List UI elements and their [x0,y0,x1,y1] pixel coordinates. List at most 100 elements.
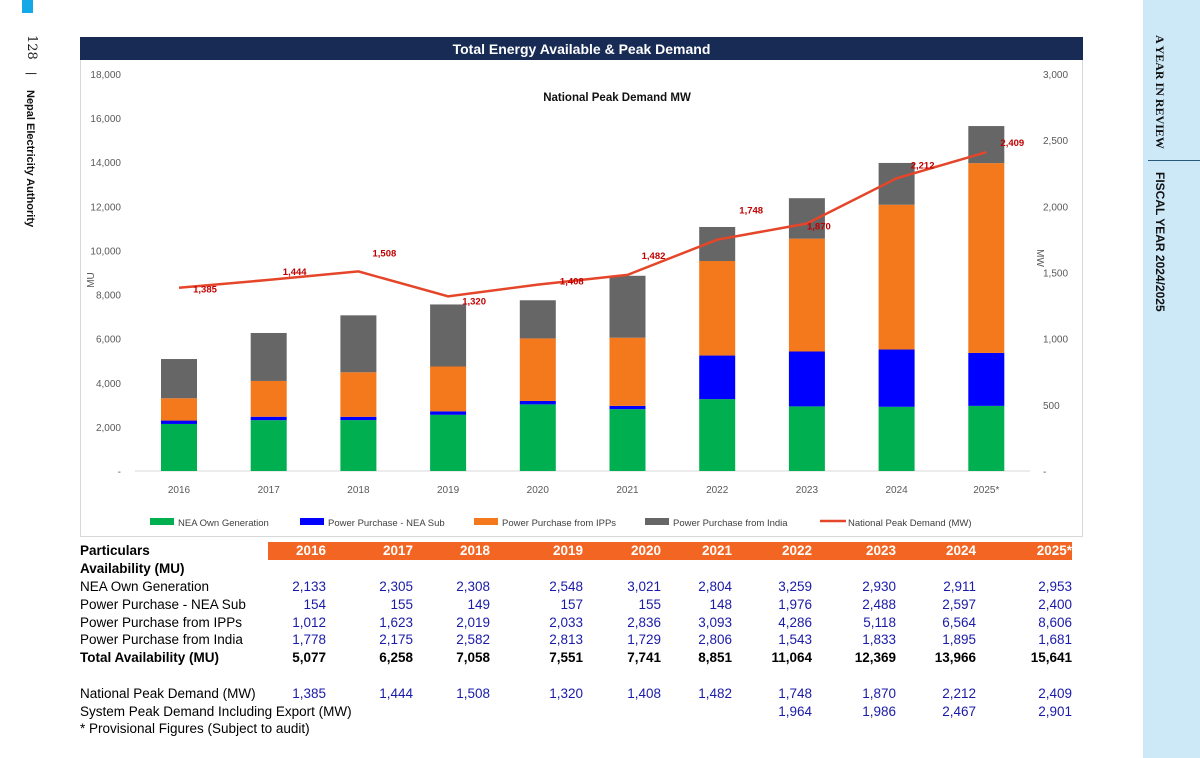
sidebar-fiscal-year: FISCAL YEAR 2024/2025 [1153,172,1167,312]
table-cell: 2,305 [379,578,413,594]
table-cell: 2,308 [456,578,490,594]
row-label: Power Purchase from IPPs [80,614,243,630]
table-cell: 3,259 [778,578,812,594]
table-cell: 8,606 [1038,614,1072,630]
table-cell: 155 [638,596,661,612]
table-cell: 1,320 [549,685,583,701]
x-tick-label: 2021 [616,485,639,496]
table-row: Power Purchase from India 1,778 2,175 2,582… [80,631,1072,649]
table-cell: 2020 [583,542,661,560]
y-tick-label: 10,000 [90,246,121,257]
row-label: Particulars [80,542,268,560]
spacer-row [80,667,1072,685]
table-cell: 148 [709,596,732,612]
bar-segment [161,423,197,471]
table-cell: 1,964 [778,703,812,719]
x-tick-label: 2024 [885,485,908,496]
y2-tick-label: 1,000 [1043,335,1068,346]
bar-segment [340,372,377,417]
table-row: Availability (MU) [80,560,1072,578]
table-cell: 2,488 [862,596,896,612]
bar-segment [609,275,646,338]
y2-tick-label: - [1043,467,1046,478]
line-data-label: 1,408 [560,277,584,288]
line-data-label: 2,212 [911,160,935,171]
table-cell: 13,966 [934,650,976,666]
table-cell: 2021 [661,542,732,560]
bar-segment [250,380,287,417]
row-label: Total Availability (MU) [80,650,220,666]
line-data-label: 1,444 [283,267,307,278]
table-cell: 2,548 [549,578,583,594]
table-cell: 1,543 [778,632,812,648]
organization-name: Nepal Electricity Authority [24,90,36,228]
table-cell: 2,911 [943,578,976,594]
y-tick-label: 16,000 [90,114,121,125]
energy-table: Particulars 2016 2017 2018 2019 2020 2021 2022 2… [80,542,1072,738]
table-cell: 8,851 [698,650,732,666]
table-cell: 1,408 [627,685,661,701]
table-cell: 1,748 [778,685,812,701]
bar-segment [519,400,556,405]
table-cell: 2,582 [456,632,490,648]
table-cell: 1,623 [379,614,413,630]
sidebar-divider [1148,160,1200,161]
table-cell: 2017 [326,542,413,560]
table-cell: 2,133 [292,578,326,594]
table-cell: 3,021 [627,578,661,594]
bar-segment [968,126,1005,164]
x-tick-label: 2025* [973,485,999,496]
y-tick-label: 14,000 [90,158,121,169]
right-sidebar [1143,0,1200,758]
row-label: Power Purchase - NEA Sub [80,596,246,612]
bar-segment [250,420,287,471]
table-cell: 1,482 [698,685,732,701]
y-tick-label: 8,000 [96,291,121,302]
bar-segment [609,405,646,410]
table-cell: 2,409 [1038,685,1072,701]
bar-segment [161,359,197,399]
line-data-label: 1,482 [642,251,666,262]
table-cell: 2,019 [456,614,490,630]
bar-segment [250,416,287,421]
table-cell: 2023 [812,542,896,560]
bar-segment [340,416,377,421]
y-axis-title: MU [86,272,97,288]
y-tick-label: - [118,467,121,478]
table-cell: 2,953 [1038,578,1072,594]
line-data-label: 1,508 [373,248,397,259]
bar-segment [430,304,467,367]
page-accent-mark [22,0,33,13]
table-cell: 1,976 [778,596,812,612]
table-cell: 1,833 [862,632,896,648]
legend-swatch [300,518,324,525]
table-cell: 2018 [413,542,490,560]
chart-title: Total Energy Available & Peak Demand [80,37,1083,60]
table-cell: 3,093 [698,614,732,630]
table-row: Power Purchase from IPPs 1,012 1,623 2,019 2… [80,613,1072,631]
table-cell: 11,064 [771,650,812,666]
table-cell: 155 [390,596,413,612]
y2-tick-label: 3,000 [1043,70,1068,81]
table-cell: 1,729 [627,632,661,648]
bar-segment [340,420,377,471]
x-tick-label: 2022 [706,485,729,496]
bar-segment [519,404,556,471]
legend-label: NEA Own Generation [178,518,269,529]
y-tick-label: 12,000 [90,202,121,213]
table-row: Total Availability (MU) 5,077 6,258 7,058 7,… [80,649,1072,667]
y-tick-label: 18,000 [90,70,121,81]
y2-tick-label: 2,000 [1043,202,1068,213]
table-cell: 2,597 [942,596,976,612]
table-cell: 7,551 [549,650,583,666]
bar-segment [161,420,197,424]
y2-tick-label: 2,500 [1043,136,1068,147]
stacked-bar-line-chart: - 2,000 4,000 6,000 8,000 10,000 12,000 14,000 1… [86,70,1068,529]
legend-label: National Peak Demand (MW) [848,518,972,529]
table-cell: 2,467 [942,703,976,719]
table-cell: 2,175 [379,632,413,648]
table-cell: 2,212 [942,685,976,701]
table-row: Power Purchase - NEA Sub 154 155 149 157 155 1… [80,595,1072,613]
row-label: National Peak Demand (MW) [80,685,256,701]
table-cell: 2024 [896,542,976,560]
